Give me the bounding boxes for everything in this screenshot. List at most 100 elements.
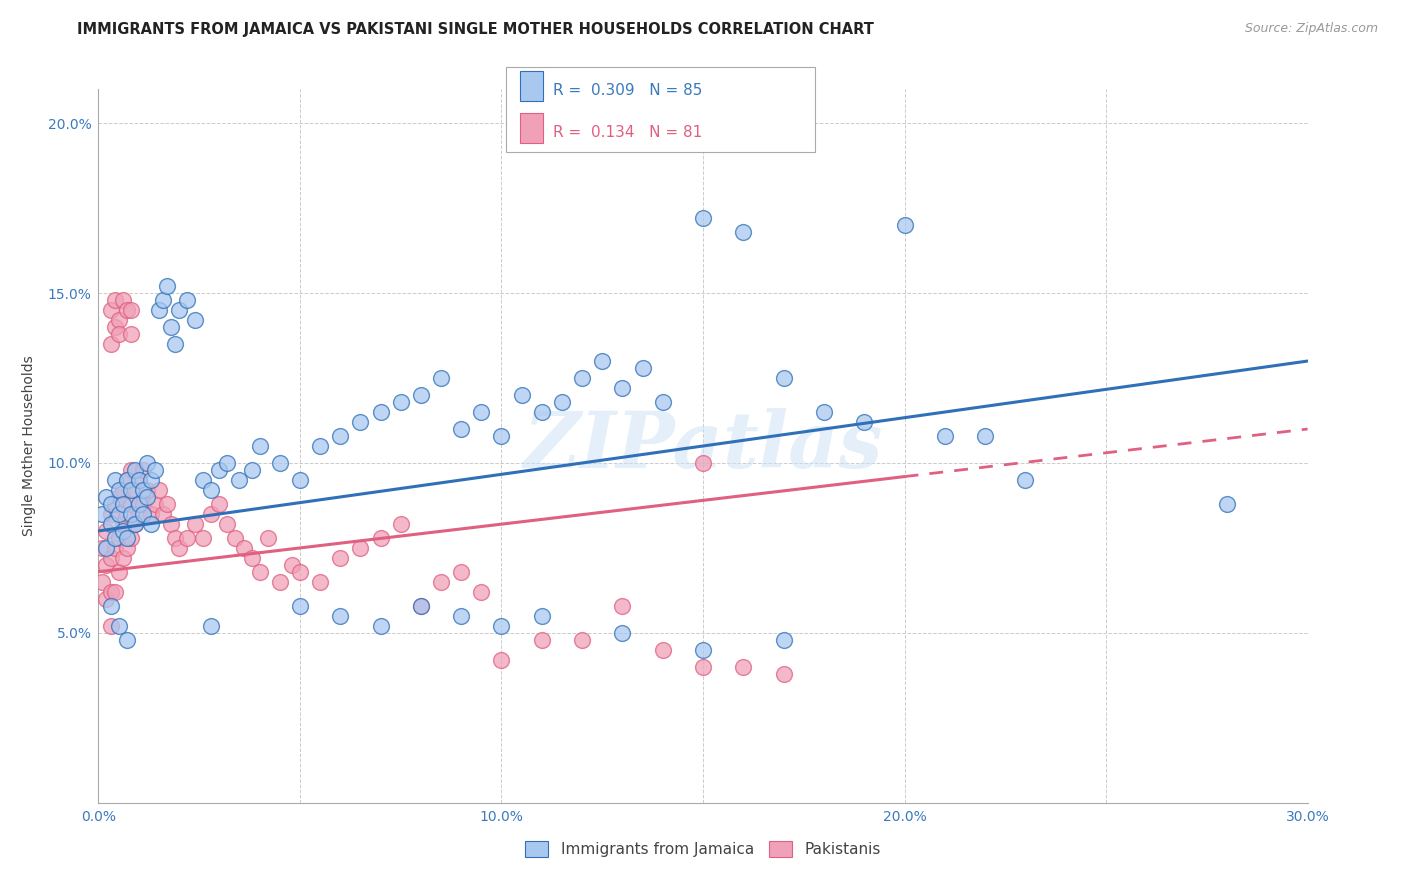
Point: [135, 490, 157, 504]
Point: [132, 483, 155, 498]
Point: [450, 608, 472, 623]
Point: [128, 473, 150, 487]
Text: IMMIGRANTS FROM JAMAICA VS PAKISTANI SINGLE MOTHER HOUSEHOLDS CORRELATION CHART: IMMIGRANTS FROM JAMAICA VS PAKISTANI SIN…: [77, 22, 875, 37]
Point: [120, 507, 142, 521]
Point: [430, 371, 453, 385]
Point: [132, 497, 155, 511]
Point: [772, 632, 794, 647]
Point: [176, 293, 198, 307]
Point: [135, 456, 157, 470]
Point: [100, 517, 122, 532]
Point: [249, 439, 271, 453]
Point: [934, 429, 956, 443]
Point: [309, 574, 332, 589]
Point: [91, 507, 114, 521]
Point: [103, 320, 125, 334]
Text: R =  0.134   N = 81: R = 0.134 N = 81: [553, 125, 702, 139]
Point: [269, 574, 291, 589]
Point: [100, 337, 122, 351]
Point: [692, 660, 714, 674]
Point: [193, 473, 215, 487]
Point: [893, 218, 915, 232]
Point: [217, 456, 239, 470]
Point: [91, 574, 114, 589]
Point: [107, 531, 129, 545]
Point: [100, 507, 122, 521]
Point: [813, 405, 835, 419]
Point: [631, 360, 654, 375]
Point: [107, 619, 129, 633]
Point: [139, 507, 162, 521]
Point: [349, 541, 371, 555]
Point: [184, 517, 207, 532]
Point: [156, 279, 179, 293]
Point: [103, 473, 125, 487]
Point: [530, 632, 553, 647]
Point: [100, 551, 122, 566]
Point: [132, 463, 155, 477]
Point: [111, 551, 134, 566]
Point: [853, 415, 876, 429]
Point: [200, 483, 222, 498]
Point: [409, 388, 432, 402]
Point: [591, 354, 613, 368]
Point: [309, 439, 332, 453]
Point: [107, 507, 129, 521]
Point: [1216, 497, 1239, 511]
Point: [91, 541, 114, 555]
Point: [974, 429, 997, 443]
Point: [111, 497, 134, 511]
Point: [135, 483, 157, 498]
Point: [329, 429, 352, 443]
Point: [510, 388, 533, 402]
Point: [100, 599, 122, 613]
Point: [530, 405, 553, 419]
Point: [120, 463, 142, 477]
Point: [651, 394, 673, 409]
Point: [103, 541, 125, 555]
Point: [111, 524, 134, 538]
Point: [107, 326, 129, 341]
Point: [409, 599, 432, 613]
Point: [256, 531, 278, 545]
Point: [491, 429, 513, 443]
Point: [530, 608, 553, 623]
Point: [692, 643, 714, 657]
Point: [100, 619, 122, 633]
Point: [148, 483, 170, 498]
Point: [128, 497, 150, 511]
Point: [249, 565, 271, 579]
Point: [329, 551, 352, 566]
Point: [107, 483, 129, 498]
Point: [370, 531, 392, 545]
Point: [96, 591, 118, 606]
Point: [115, 507, 138, 521]
Point: [96, 490, 118, 504]
Point: [409, 599, 432, 613]
Point: [100, 303, 122, 318]
Point: [450, 565, 472, 579]
Point: [288, 473, 311, 487]
Point: [692, 456, 714, 470]
Point: [132, 507, 155, 521]
Point: [96, 524, 118, 538]
Point: [571, 371, 593, 385]
Point: [200, 507, 222, 521]
Point: [193, 531, 215, 545]
Point: [288, 599, 311, 613]
Point: [176, 531, 198, 545]
Point: [651, 643, 673, 657]
Point: [120, 303, 142, 318]
Point: [152, 293, 174, 307]
Point: [115, 473, 138, 487]
Point: [124, 517, 146, 532]
Point: [491, 619, 513, 633]
Point: [107, 313, 129, 327]
Point: [120, 497, 142, 511]
Point: [772, 666, 794, 681]
Point: [115, 303, 138, 318]
Point: [163, 531, 186, 545]
Point: [115, 541, 138, 555]
Point: [100, 585, 122, 599]
Point: [551, 394, 574, 409]
